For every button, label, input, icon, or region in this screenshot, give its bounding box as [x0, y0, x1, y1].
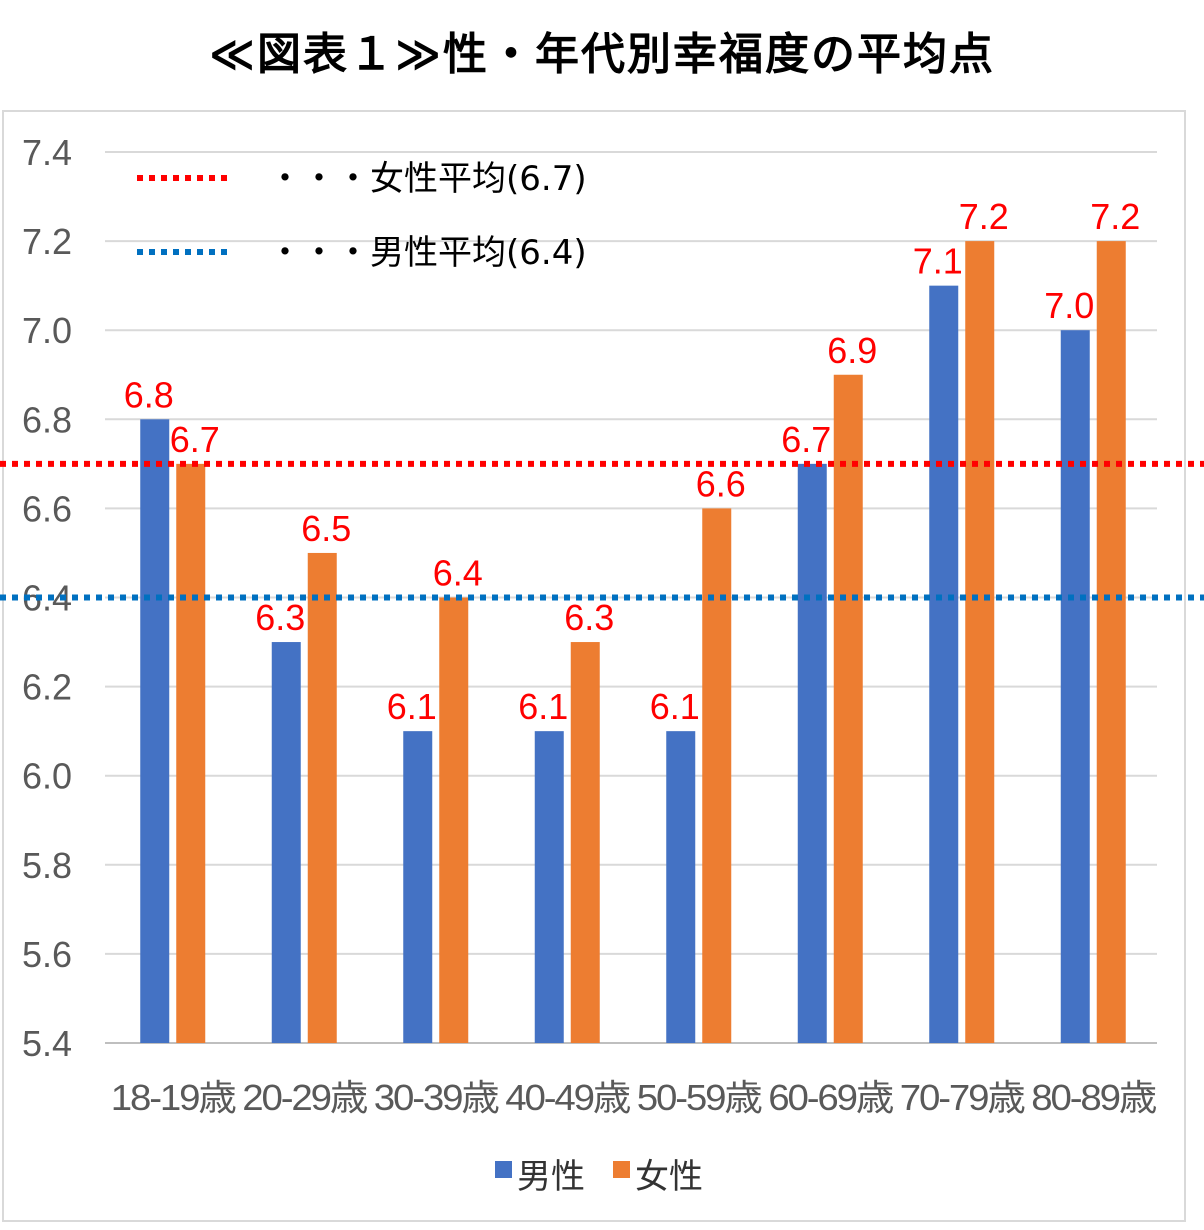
data-label-female: 6.3 — [564, 597, 614, 638]
y-tick-label: 6.0 — [22, 756, 72, 797]
bar-male — [271, 642, 301, 1043]
legend: 男性 女性 — [495, 1157, 703, 1197]
data-label-male: 6.8 — [124, 374, 174, 415]
y-tick-label: 5.4 — [22, 1023, 72, 1064]
data-label-male: 6.1 — [387, 686, 437, 727]
x-tick-label: 50-59歳 — [637, 1077, 762, 1118]
y-tick-label: 7.0 — [22, 310, 72, 351]
data-label-male: 6.7 — [781, 419, 831, 460]
bar-female — [965, 241, 995, 1044]
y-tick-label: 6.6 — [22, 488, 72, 529]
y-tick-label: 5.8 — [22, 845, 72, 886]
data-label-female: 6.7 — [170, 419, 220, 460]
reference-legend: ・・・女性平均(6.7) ・・・男性平均(6.4) — [137, 159, 587, 273]
data-label-female: 7.2 — [1090, 196, 1140, 237]
y-tick-label: 7.4 — [22, 132, 72, 173]
bar-male — [403, 731, 433, 1043]
x-tick-label: 18-19歳 — [111, 1077, 236, 1118]
male-average-legend-label: ・・・男性平均(6.4) — [268, 233, 587, 273]
data-label-male: 6.3 — [255, 597, 305, 638]
data-label-male: 6.1 — [650, 686, 700, 727]
y-tick-label: 5.6 — [22, 934, 72, 975]
legend-label-female: 女性 — [635, 1157, 703, 1197]
legend-swatch-male — [495, 1161, 512, 1178]
bar-male — [534, 731, 564, 1043]
female-average-legend-label: ・・・女性平均(6.7) — [268, 159, 587, 199]
bars — [140, 241, 1126, 1044]
bar-male — [666, 731, 696, 1043]
data-labels: 6.86.76.36.56.16.46.16.36.16.66.76.97.17… — [124, 196, 1141, 727]
x-tick-label: 30-39歳 — [374, 1077, 499, 1118]
bar-female — [570, 642, 600, 1043]
x-tick-label: 60-69歳 — [768, 1077, 893, 1118]
y-axis-ticks: 5.45.65.86.06.26.46.66.87.07.27.4 — [22, 132, 72, 1064]
x-axis-ticks: 18-19歳 20-29歳 30-39歳 40-49歳 50-59歳 60-69歳 70-7… — [111, 1077, 1159, 1118]
legend-label-male: 男性 — [517, 1157, 585, 1197]
legend-swatch-female — [613, 1161, 630, 1178]
data-label-female: 7.2 — [959, 196, 1009, 237]
data-label-male: 7.1 — [913, 241, 963, 282]
data-label-female: 6.6 — [696, 463, 746, 504]
x-tick-label: 70-79歳 — [900, 1077, 1025, 1118]
x-tick-label: 40-49歳 — [505, 1077, 630, 1118]
chart-title: ≪図表１≫性・年代別幸福度の平均点 — [208, 29, 996, 80]
bar-female — [702, 508, 732, 1043]
data-label-female: 6.4 — [433, 553, 483, 594]
y-tick-label: 7.2 — [22, 221, 72, 262]
reference-lines — [0, 460, 1204, 601]
bar-female — [1096, 241, 1126, 1044]
bar-female — [833, 374, 863, 1043]
x-tick-label: 80-89歳 — [1031, 1077, 1156, 1118]
x-tick-label: 20-29歳 — [242, 1077, 367, 1118]
bar-female — [307, 552, 337, 1043]
bar-female — [439, 597, 469, 1043]
data-label-female: 6.9 — [827, 330, 877, 371]
y-tick-label: 6.8 — [22, 399, 72, 440]
bar-male — [140, 419, 170, 1043]
bar-male — [929, 285, 959, 1043]
y-tick-label: 6.2 — [22, 667, 72, 708]
data-label-female: 6.5 — [301, 508, 351, 549]
bar-male — [1060, 330, 1090, 1043]
data-label-male: 7.0 — [1044, 285, 1094, 326]
data-label-male: 6.1 — [518, 686, 568, 727]
bar-male — [797, 463, 827, 1044]
bar-female — [176, 463, 206, 1044]
